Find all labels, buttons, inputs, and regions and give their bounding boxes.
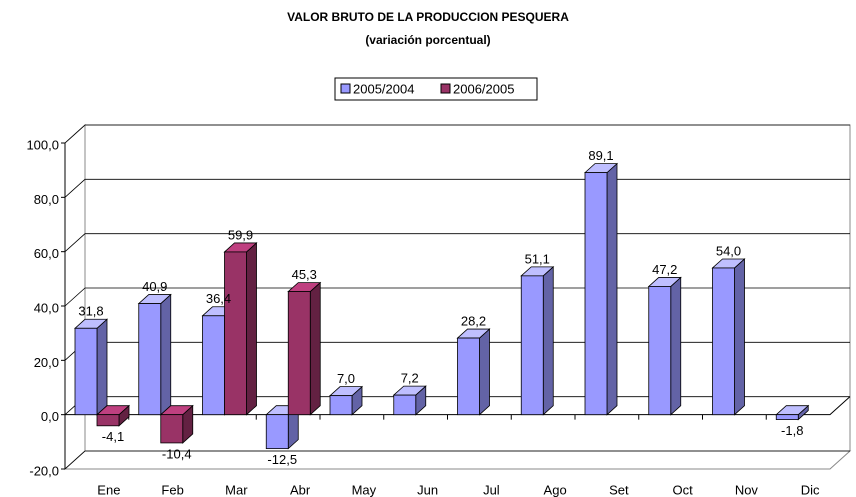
y-tick-label: 0,0 — [41, 409, 59, 424]
bar — [138, 303, 162, 416]
value-label: 31,8 — [78, 304, 103, 319]
x-tick-label: Oct — [673, 482, 694, 497]
value-label: 51,1 — [525, 251, 550, 266]
y-tick-label: 60,0 — [34, 246, 59, 261]
legend-swatch — [440, 83, 451, 94]
value-label: 40,9 — [142, 279, 167, 294]
x-tick-label: Feb — [161, 482, 183, 497]
bar — [712, 267, 735, 416]
bar — [160, 414, 184, 444]
value-label: 89,1 — [588, 148, 613, 163]
bar-side — [479, 328, 490, 416]
y-tick-label: 20,0 — [34, 355, 59, 370]
legend-box — [334, 77, 538, 101]
value-label: -1,8 — [781, 423, 803, 438]
value-label: -4,1 — [102, 429, 124, 444]
bar-side — [246, 242, 257, 416]
y-tick-label: 80,0 — [34, 192, 59, 207]
bar — [74, 327, 98, 416]
chart-title: VALOR BRUTO DE LA PRODUCCION PESQUERA — [287, 10, 569, 24]
value-label: 47,2 — [652, 262, 677, 277]
bar-side — [309, 281, 321, 416]
x-tick-label: Nov — [735, 482, 759, 497]
value-label: 7,2 — [401, 371, 419, 386]
grid-line — [64, 124, 850, 144]
x-tick-label: Ago — [544, 482, 567, 497]
value-label: 36,4 — [206, 291, 231, 306]
bar-side — [606, 162, 618, 416]
bar-side — [96, 318, 108, 416]
value-label: 59,9 — [228, 227, 253, 242]
x-tick-label: Abr — [290, 482, 311, 497]
value-label: 45,3 — [292, 267, 317, 282]
legend-label: 2005/2004 — [353, 81, 414, 96]
y-tick-label: -20,0 — [29, 463, 59, 478]
bar — [393, 394, 417, 416]
bar — [329, 395, 353, 416]
value-label: -10,4 — [162, 446, 192, 461]
bar — [202, 315, 225, 416]
value-label: 7,0 — [337, 371, 355, 386]
y-tick-label: 100,0 — [26, 137, 59, 152]
x-tick-label: May — [352, 482, 377, 497]
bar — [457, 337, 480, 416]
value-label: 28,2 — [461, 313, 486, 328]
y-tick-label: 40,0 — [34, 300, 59, 315]
bar-side — [542, 265, 554, 416]
x-tick-label: Jun — [417, 482, 438, 497]
x-tick-label: Jul — [483, 482, 500, 497]
x-tick-label: Dic — [801, 482, 820, 497]
bar — [287, 291, 311, 416]
bar — [584, 172, 608, 416]
bar-side — [734, 258, 745, 416]
value-label: 54,0 — [716, 243, 741, 258]
x-tick-label: Set — [609, 482, 629, 497]
grid-line — [64, 450, 850, 470]
value-label: -12,5 — [267, 452, 297, 467]
legend-swatch — [340, 83, 351, 94]
bar-side — [160, 293, 172, 416]
x-tick-label: Mar — [225, 482, 248, 497]
bar — [265, 414, 289, 450]
x-tick-label: Ene — [97, 482, 120, 497]
bar — [520, 275, 544, 416]
chart-subtitle: (variación porcentual) — [365, 33, 490, 47]
bar — [648, 286, 672, 416]
bar — [224, 251, 247, 416]
legend-label: 2006/2005 — [453, 81, 514, 96]
bar — [775, 414, 799, 420]
bar-side — [670, 276, 682, 416]
bar — [96, 414, 120, 427]
